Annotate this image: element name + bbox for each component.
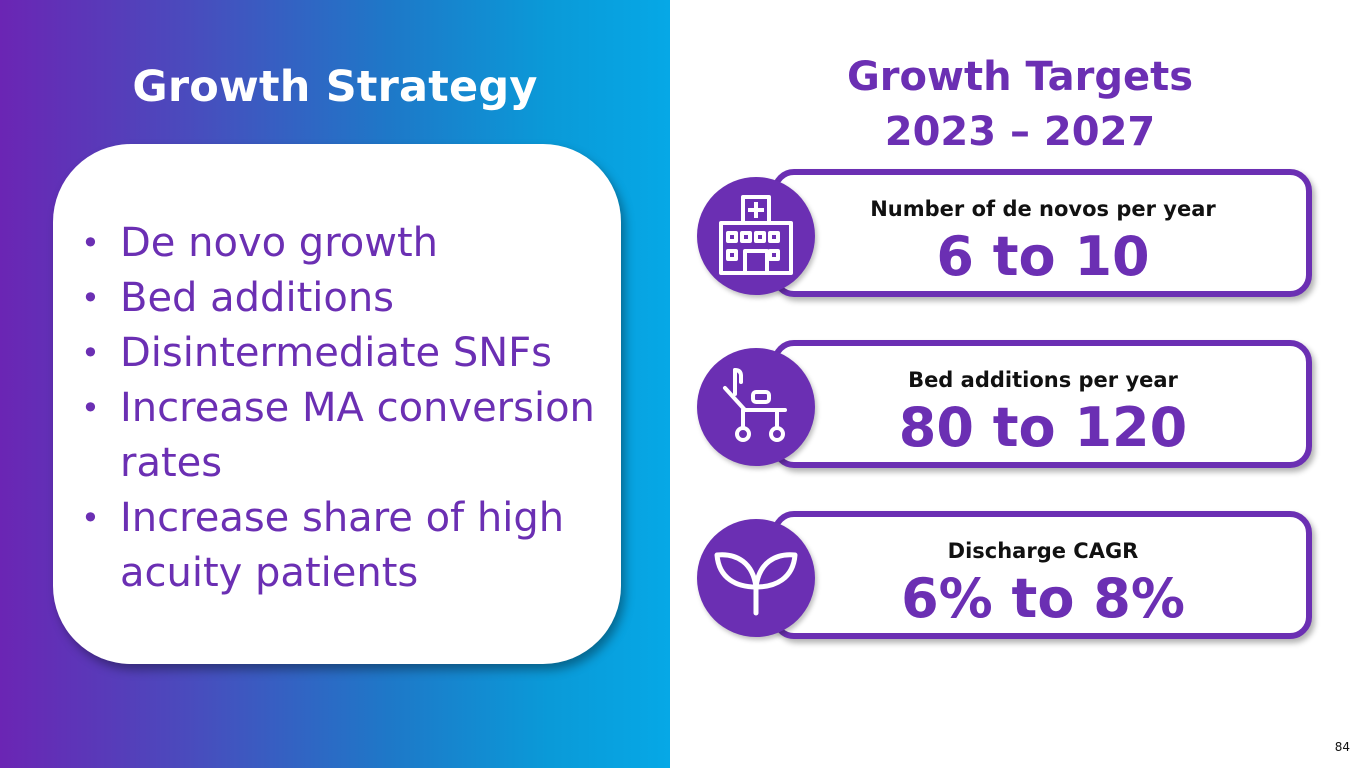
strategy-bullet-text: Bed additions — [120, 275, 395, 321]
growth-targets-title-line2: 2023 – 2027 — [884, 109, 1156, 155]
growth-strategy-title: Growth Strategy — [132, 62, 538, 112]
target-value: 6 to 10 — [936, 225, 1150, 288]
strategy-bullet-text: Increase MA conversion rates — [120, 385, 595, 486]
strategy-bullet-text: Increase share of high acuity patients — [120, 495, 565, 596]
target-value: 80 to 120 — [898, 396, 1188, 459]
bullet-icon: • — [81, 389, 100, 427]
target-label: Discharge CAGR — [947, 539, 1139, 563]
strategy-bullet-list: • De novo growth • Bed additions • Disinter… — [81, 216, 611, 601]
target-card-bed-additions: Bed additions per year 80 to 120 — [772, 340, 1312, 468]
bullet-icon: • — [81, 224, 100, 262]
left-panel: Growth Strategy • De novo growth • Bed add… — [0, 0, 670, 768]
target-card-discharge-cagr: Discharge CAGR 6% to 8% — [772, 511, 1312, 639]
strategy-bullet-item: • Increase share of high acuity patients — [81, 491, 611, 601]
bullet-icon: • — [81, 279, 100, 317]
bullet-icon: • — [81, 499, 100, 537]
strategy-bullet-item: • Bed additions — [81, 271, 611, 326]
strategy-bullet-item: • De novo growth — [81, 216, 611, 271]
hospital-building-icon — [697, 177, 815, 295]
growth-targets-title-line1: Growth Targets — [846, 54, 1194, 100]
sprout-icon — [697, 519, 815, 637]
growth-targets-title: Growth Targets 2023 – 2027 — [760, 50, 1280, 160]
target-label: Number of de novos per year — [870, 197, 1216, 221]
strategy-card: • De novo growth • Bed additions • Disinter… — [53, 144, 621, 664]
target-label: Bed additions per year — [908, 368, 1178, 392]
strategy-bullet-item: • Disintermediate SNFs — [81, 326, 611, 381]
strategy-bullet-text: De novo growth — [120, 220, 438, 266]
target-card-de-novos: Number of de novos per year 6 to 10 — [772, 169, 1312, 297]
bullet-icon: • — [81, 334, 100, 372]
strategy-bullet-text: Disintermediate SNFs — [120, 330, 553, 376]
page-number: 84 — [1334, 740, 1350, 754]
strategy-bullet-item: • Increase MA conversion rates — [81, 381, 611, 491]
hospital-bed-icon — [697, 348, 815, 466]
target-value: 6% to 8% — [901, 567, 1185, 630]
